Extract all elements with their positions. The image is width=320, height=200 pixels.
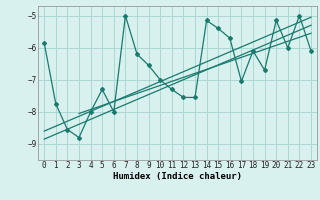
X-axis label: Humidex (Indice chaleur): Humidex (Indice chaleur) [113, 172, 242, 181]
